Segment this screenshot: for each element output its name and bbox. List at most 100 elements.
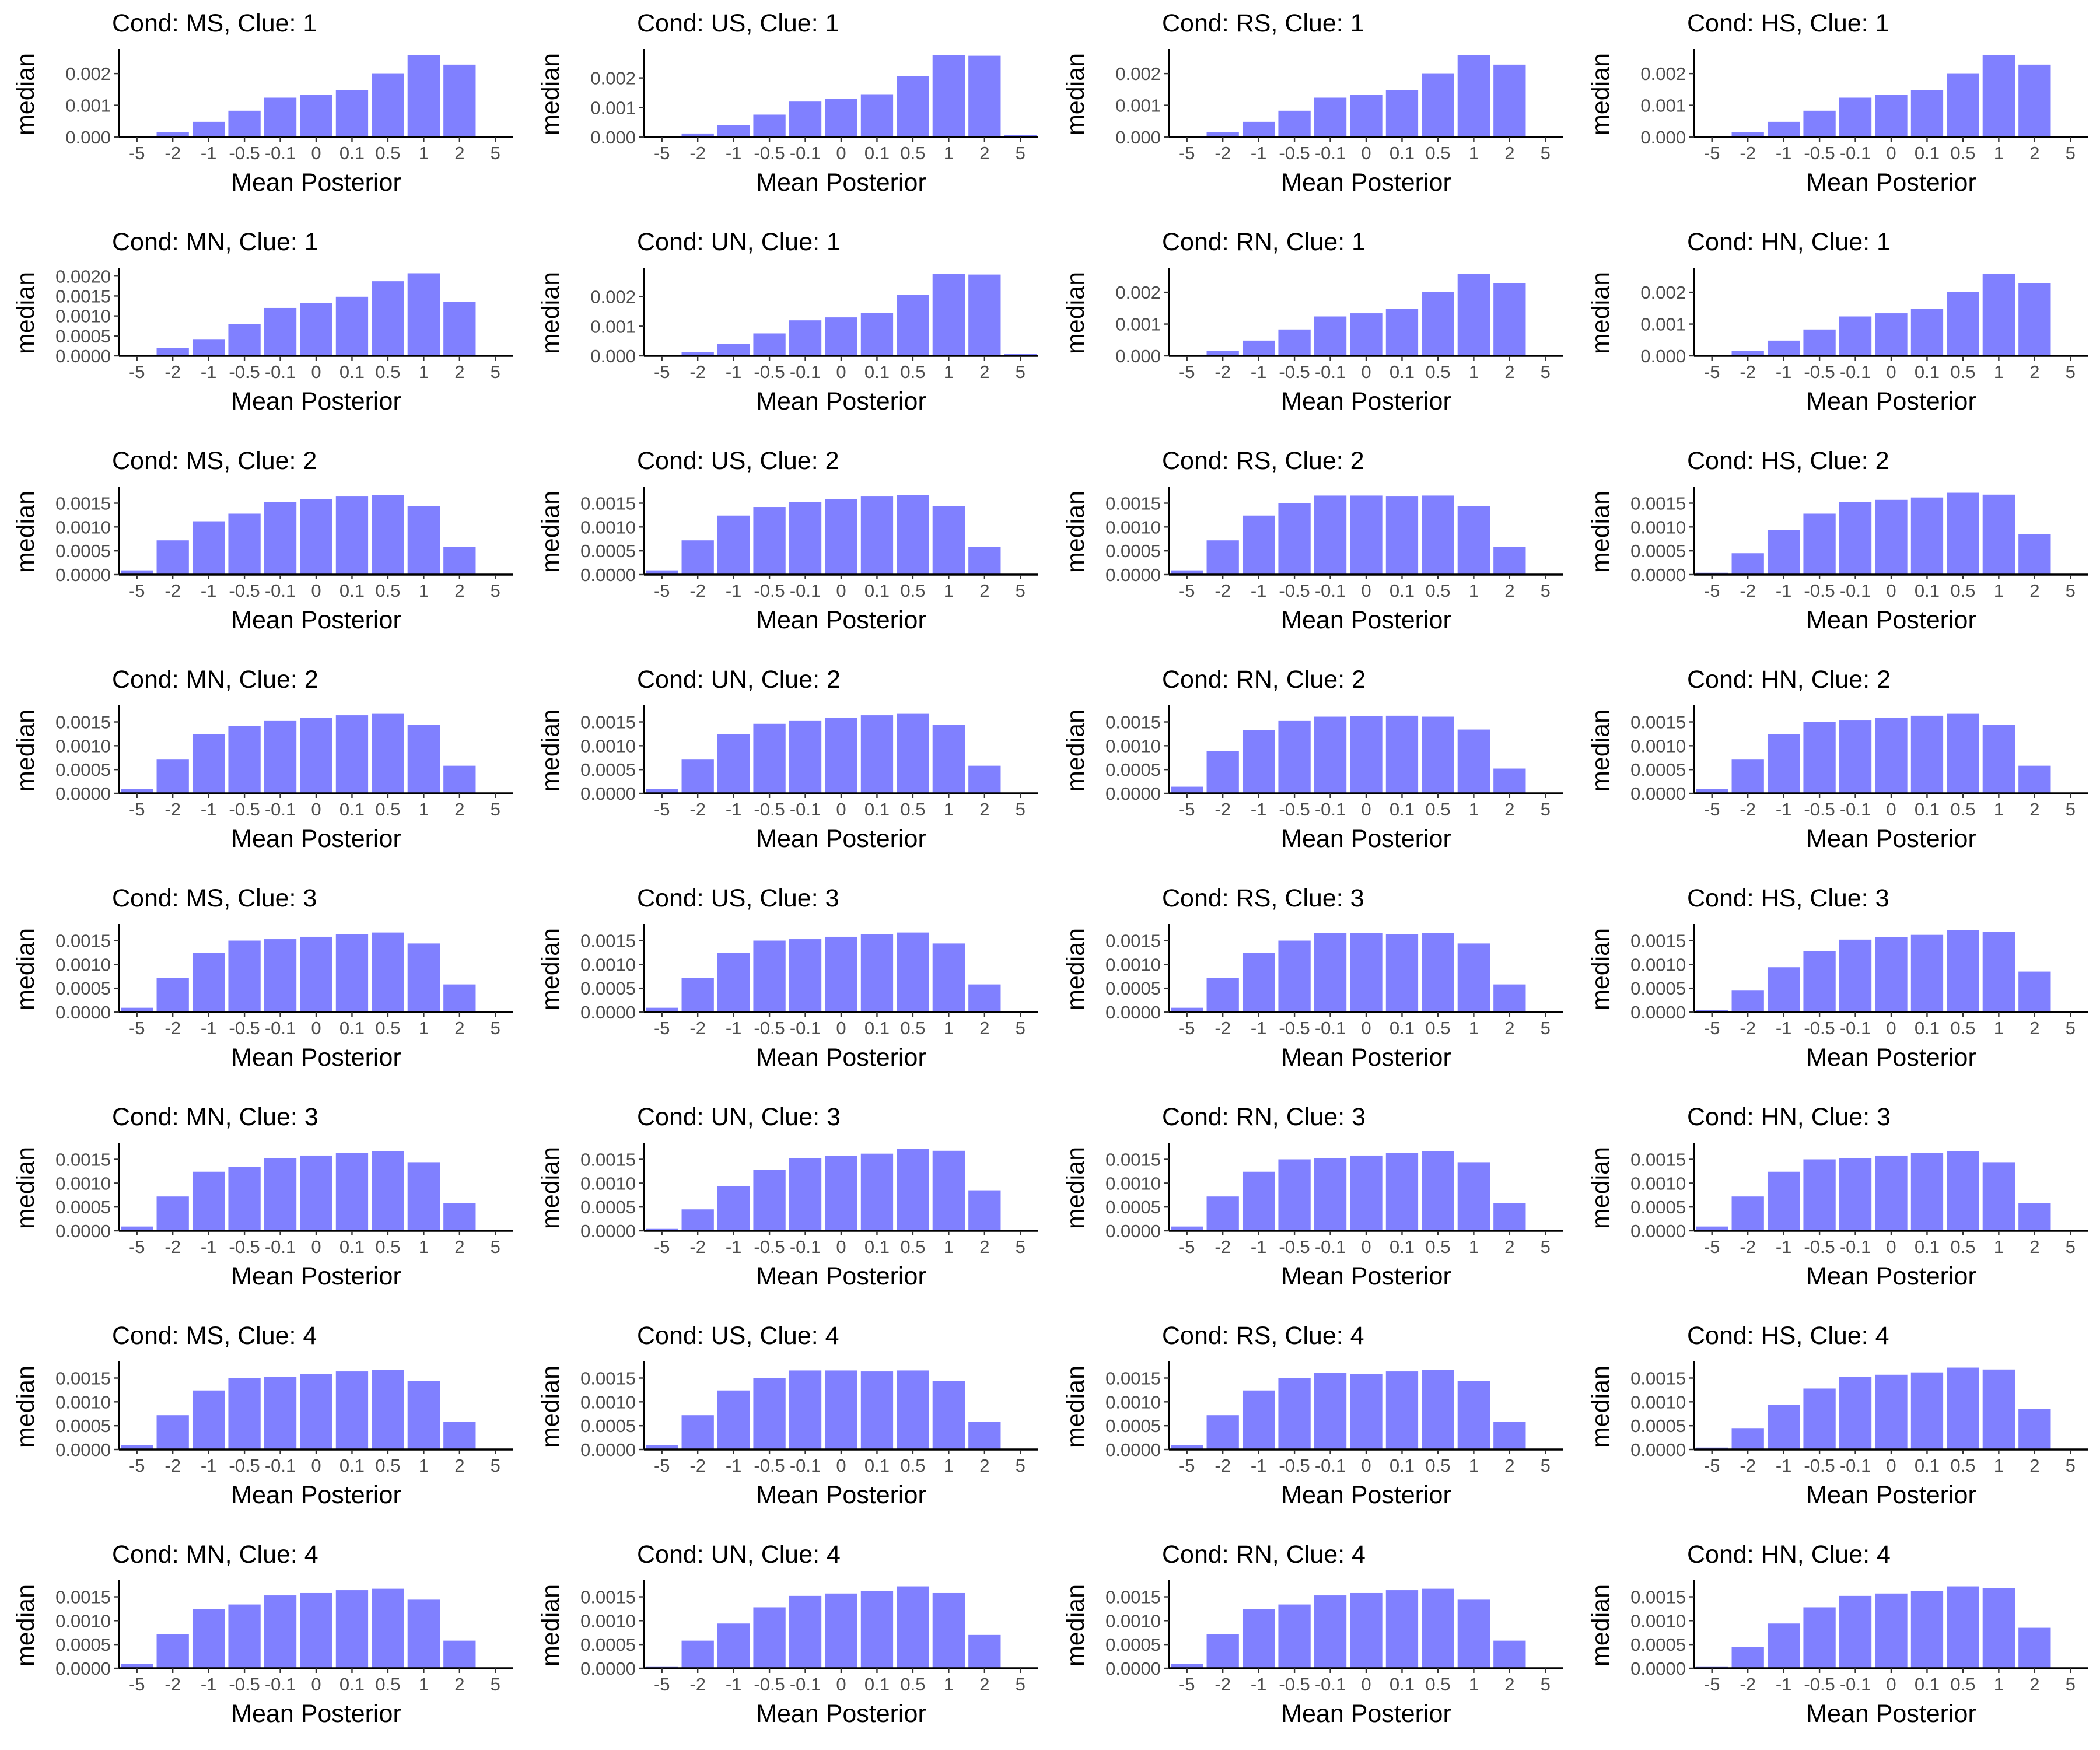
bar <box>1278 1159 1311 1231</box>
bar <box>407 273 440 356</box>
bar <box>1278 329 1311 356</box>
x-axis-label: Mean Posterior <box>1806 1700 1976 1728</box>
chart-svg: Cond: HN, Clue: 3 median 0.0000 0.0005 0.001… <box>1587 1103 2088 1290</box>
x-tick-label: 0 <box>1886 1237 1896 1257</box>
x-tick-label: -1 <box>201 143 217 163</box>
bar <box>1171 1007 1203 1012</box>
y-tick-label: 0.0015 <box>1630 931 1686 951</box>
x-tick-label: 0.1 <box>1915 143 1940 163</box>
bar <box>681 352 714 356</box>
y-axis-label: median <box>1062 491 1090 573</box>
bar <box>1171 1226 1203 1231</box>
bar <box>825 1156 858 1231</box>
x-tick-label: 0 <box>311 580 321 601</box>
x-tick-label: 0 <box>836 1237 846 1257</box>
bar <box>1278 940 1311 1012</box>
x-tick-label: 1 <box>1469 799 1479 820</box>
x-tick-label: 1 <box>1994 1674 2004 1695</box>
y-tick-label: 0.0010 <box>580 1173 636 1194</box>
chart-title: Cond: RS, Clue: 1 <box>1162 9 1364 37</box>
chart-svg: Cond: MS, Clue: 1 median 0.000 0.001 0.002 -5… <box>12 9 513 197</box>
x-tick-label: 5 <box>1541 362 1550 382</box>
y-tick-label: 0.0010 <box>55 1392 111 1412</box>
bar <box>825 718 858 793</box>
bar <box>1242 953 1275 1012</box>
x-tick-label: -1 <box>1251 1674 1267 1695</box>
x-tick-label: 2 <box>2029 1237 2039 1257</box>
y-tick-label: 0.000 <box>590 346 636 366</box>
x-tick-label: -0.5 <box>229 362 260 382</box>
y-tick-label: 0.001 <box>590 97 636 118</box>
bar <box>932 506 965 575</box>
bar <box>1731 991 1764 1012</box>
bar <box>897 1149 929 1231</box>
x-tick-label: -1 <box>726 143 742 163</box>
y-tick-label: 0.0010 <box>1105 954 1161 975</box>
x-tick-label: 0.1 <box>1915 1674 1940 1695</box>
chart-panel: Cond: HN, Clue: 3 median 0.0000 0.0005 0.001… <box>1575 1094 2100 1312</box>
bar <box>1350 933 1382 1012</box>
bar <box>825 1370 858 1450</box>
y-axis-label: median <box>537 272 565 354</box>
bar <box>1875 1155 1908 1231</box>
x-tick-label: 0.5 <box>1950 580 1975 601</box>
x-axis-label: Mean Posterior <box>756 606 926 634</box>
x-tick-label: 1 <box>1469 362 1479 382</box>
x-tick-label: 0.5 <box>1950 1674 1975 1695</box>
bar <box>443 765 476 793</box>
bar <box>1493 1203 1526 1231</box>
bar <box>1314 933 1347 1012</box>
x-tick-label: -0.1 <box>1315 1455 1346 1476</box>
bar <box>372 932 404 1012</box>
x-tick-label: 0.5 <box>900 1674 925 1695</box>
x-tick-label: -5 <box>654 1237 670 1257</box>
x-tick-label: 1 <box>1469 1674 1479 1695</box>
x-tick-label: 2 <box>454 1455 464 1476</box>
x-axis-label: Mean Posterior <box>1806 1481 1976 1509</box>
bar <box>1803 110 1836 137</box>
bar <box>1803 722 1836 793</box>
x-axis-label: Mean Posterior <box>231 1481 401 1509</box>
y-tick-label: 0.0005 <box>55 326 111 346</box>
bar <box>156 978 189 1012</box>
bar <box>2018 64 2051 137</box>
bar <box>825 499 858 575</box>
bar <box>1982 1588 2015 1668</box>
x-tick-label: -0.1 <box>1315 1237 1346 1257</box>
bar <box>1839 1377 1872 1450</box>
chart-svg: Cond: RN, Clue: 3 median 0.0000 0.0005 0.001… <box>1062 1103 1563 1290</box>
x-tick-label: 0.1 <box>864 1455 890 1476</box>
chart-svg: Cond: HN, Clue: 2 median 0.0000 0.0005 0.001… <box>1587 666 2088 853</box>
x-tick-label: 2 <box>454 580 464 601</box>
x-tick-label: -1 <box>726 1018 742 1038</box>
x-tick-label: -5 <box>1704 799 1720 820</box>
x-tick-label: -2 <box>1740 1018 1756 1038</box>
x-tick-label: -1 <box>1776 580 1792 601</box>
bar <box>1385 715 1419 793</box>
y-axis-label: median <box>537 928 565 1010</box>
x-tick-label: 0.5 <box>1425 1018 1450 1038</box>
chart-svg: Cond: UN, Clue: 3 median 0.0000 0.0005 0.001… <box>537 1103 1038 1290</box>
x-tick-label: -0.1 <box>790 1018 821 1038</box>
bar <box>335 715 369 793</box>
x-axis-label: Mean Posterior <box>231 1044 401 1072</box>
x-tick-label: -5 <box>129 362 145 382</box>
x-tick-label: -0.5 <box>1279 1237 1310 1257</box>
x-tick-label: 5 <box>2066 1674 2076 1695</box>
x-tick-label: 5 <box>491 580 501 601</box>
bar <box>1314 1373 1347 1450</box>
x-tick-label: -2 <box>1214 362 1231 382</box>
x-axis-label: Mean Posterior <box>756 1700 926 1728</box>
bar <box>156 1196 189 1231</box>
bar <box>1171 570 1203 575</box>
x-tick-label: 0.1 <box>1915 580 1940 601</box>
bar <box>1314 1158 1347 1231</box>
x-tick-label: -5 <box>1179 1018 1195 1038</box>
x-tick-label: 1 <box>1469 143 1479 163</box>
y-tick-label: 0.0000 <box>1105 783 1161 804</box>
x-tick-label: 2 <box>454 1237 464 1257</box>
bar <box>335 496 369 575</box>
x-tick-label: 5 <box>1016 799 1026 820</box>
x-tick-label: 2 <box>1504 1674 1514 1695</box>
bar <box>1385 309 1419 356</box>
